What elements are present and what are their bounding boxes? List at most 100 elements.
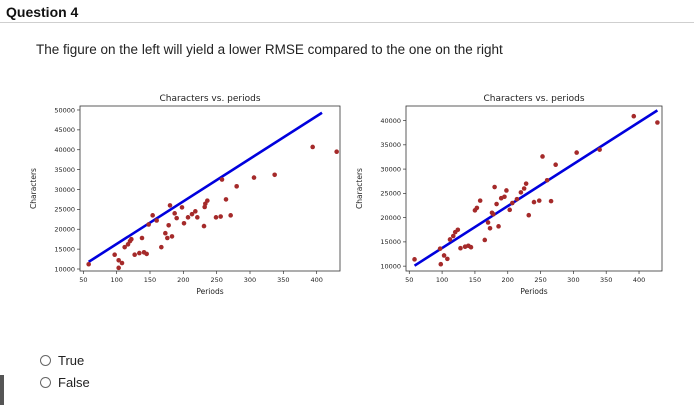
chart-right-data-point xyxy=(510,200,515,206)
chart-left-data-point xyxy=(185,215,191,220)
chart-left-xtick-label: 200 xyxy=(177,276,189,284)
chart-left-data-point xyxy=(172,211,177,216)
chart-left-data-point xyxy=(139,235,145,241)
chart-left-xlabel: Periods xyxy=(196,287,223,296)
chart-left-ytick-label: 50000 xyxy=(54,106,75,114)
chart-left-data-point xyxy=(234,184,239,189)
chart-left-data-point xyxy=(154,218,159,223)
chart-right-title: Characters vs. periods xyxy=(483,94,584,104)
chart-right-data-point xyxy=(523,181,529,186)
chart-right-data-point xyxy=(496,224,501,229)
chart-left-data-point xyxy=(272,172,277,178)
chart-left-data-point xyxy=(159,244,164,250)
chart-right-data-point xyxy=(553,162,558,168)
chart-right-ytick-label: 25000 xyxy=(380,190,401,198)
option-false[interactable]: False xyxy=(40,372,90,392)
chart-right-data-point xyxy=(437,246,443,251)
chart-left-data-point xyxy=(86,261,91,267)
chart-left-ytick-label: 10000 xyxy=(54,265,75,273)
chart-left-data-point xyxy=(169,234,175,239)
chart-right-ytick-label: 40000 xyxy=(380,117,401,125)
chart-left-xtick-label: 150 xyxy=(144,276,156,284)
chart-left-ytick-label: 40000 xyxy=(54,146,75,154)
chart-left: Characters vs. periods 50 100 150 200 250 300 3… xyxy=(0,86,341,306)
option-true-label: True xyxy=(58,352,85,368)
chart-right-data-point xyxy=(507,207,513,213)
chart-left-data-point xyxy=(179,205,185,210)
chart-left-data-point xyxy=(150,213,155,218)
chart-left-data-point xyxy=(112,252,117,257)
chart-right-data-point xyxy=(487,225,493,231)
chart-right-svg: Characters vs. periods 50 100 150 200 250 300 3… xyxy=(355,94,663,296)
chart-left-data-point xyxy=(174,215,179,221)
chart-left-data-point xyxy=(205,198,210,203)
option-true[interactable]: True xyxy=(40,350,90,370)
chart-right-data-point xyxy=(597,147,602,152)
chart-left-ytick-label: 20000 xyxy=(54,226,75,234)
chart-left-data-point xyxy=(181,220,187,226)
chart-left-data-point xyxy=(195,215,200,220)
chart-right-xtick-label: 400 xyxy=(633,276,645,284)
chart-left-data-point xyxy=(129,236,134,242)
chart-left-data-point xyxy=(213,215,219,220)
chart-left-data-point xyxy=(189,211,195,217)
chart-right-data-point xyxy=(492,184,497,190)
chart-right-data-point xyxy=(468,244,474,250)
radio-true[interactable] xyxy=(40,354,51,366)
chart-left-plot-frame xyxy=(79,105,341,272)
chart-right-data-point xyxy=(548,198,554,204)
chart-right-data-point xyxy=(447,237,453,242)
answer-options: True False xyxy=(40,350,90,394)
chart-left-title: Characters vs. periods xyxy=(159,94,260,104)
chart-right-ytick-label: 35000 xyxy=(380,141,401,149)
chart-left-ytick-label: 35000 xyxy=(54,166,75,174)
radio-false[interactable] xyxy=(40,376,51,388)
chart-left-data-point xyxy=(167,203,173,208)
question-text: The figure on the left will yield a lowe… xyxy=(36,42,503,57)
chart-right-xtick-label: 350 xyxy=(600,276,612,284)
chart-left-data-point xyxy=(166,222,171,228)
chart-left-data-point xyxy=(218,214,223,219)
chart-right-data-point xyxy=(458,245,463,251)
chart-left-data-point xyxy=(137,250,142,256)
chart-left-ylabel: Characters xyxy=(29,168,38,209)
chart-left-data-point xyxy=(122,244,127,250)
chart-right-fit-line xyxy=(413,109,659,267)
chart-right-data-point xyxy=(494,201,499,207)
chart-left-data-point xyxy=(251,175,257,180)
chart-left-ytick-label: 30000 xyxy=(54,186,75,194)
chart-right-data-point xyxy=(514,196,520,202)
question-title: Question 4 xyxy=(6,4,79,20)
chart-right-data-point xyxy=(445,256,450,262)
chart-left-ytick-label: 25000 xyxy=(54,206,75,214)
chart-left-data-point xyxy=(201,223,207,229)
chart-right-xtick-label: 250 xyxy=(534,276,546,284)
chart-right-xtick-label: 50 xyxy=(405,276,413,284)
chart-right-data-point xyxy=(531,199,537,205)
chart-left-data-point xyxy=(146,222,151,227)
chart-right-ylabel: Characters xyxy=(355,168,364,209)
chart-right-data-point xyxy=(491,211,496,217)
chart-right-data-point xyxy=(455,227,461,233)
chart-left-data-point xyxy=(163,230,168,236)
chart-right-ytick-label: 20000 xyxy=(380,214,401,222)
chart-left-data-point xyxy=(165,235,170,241)
chart-left-data-point xyxy=(223,197,229,202)
chart-right: Characters vs. periods 50 100 150 200 250 300 3… xyxy=(340,86,680,306)
chart-right-ytick-label: 15000 xyxy=(380,238,401,246)
chart-left-data-point xyxy=(144,251,149,257)
chart-right-data-point xyxy=(450,233,456,239)
chart-right-data-point xyxy=(485,220,491,225)
chart-right-data-point xyxy=(438,261,444,267)
chart-right-data-point xyxy=(518,190,524,195)
title-divider xyxy=(0,22,694,23)
chart-right-data-point xyxy=(477,198,483,203)
chart-right-data-point xyxy=(504,188,509,193)
chart-right-data-point xyxy=(521,186,527,191)
chart-left-xtick-label: 100 xyxy=(110,276,122,284)
chart-right-data-point xyxy=(502,194,507,200)
chart-left-svg: Characters vs. periods 50 100 150 200 250 300 3… xyxy=(29,94,341,296)
left-edge-marker xyxy=(0,375,4,405)
chart-right-data-point xyxy=(540,154,545,159)
chart-left-xtick-label: 400 xyxy=(310,276,322,284)
